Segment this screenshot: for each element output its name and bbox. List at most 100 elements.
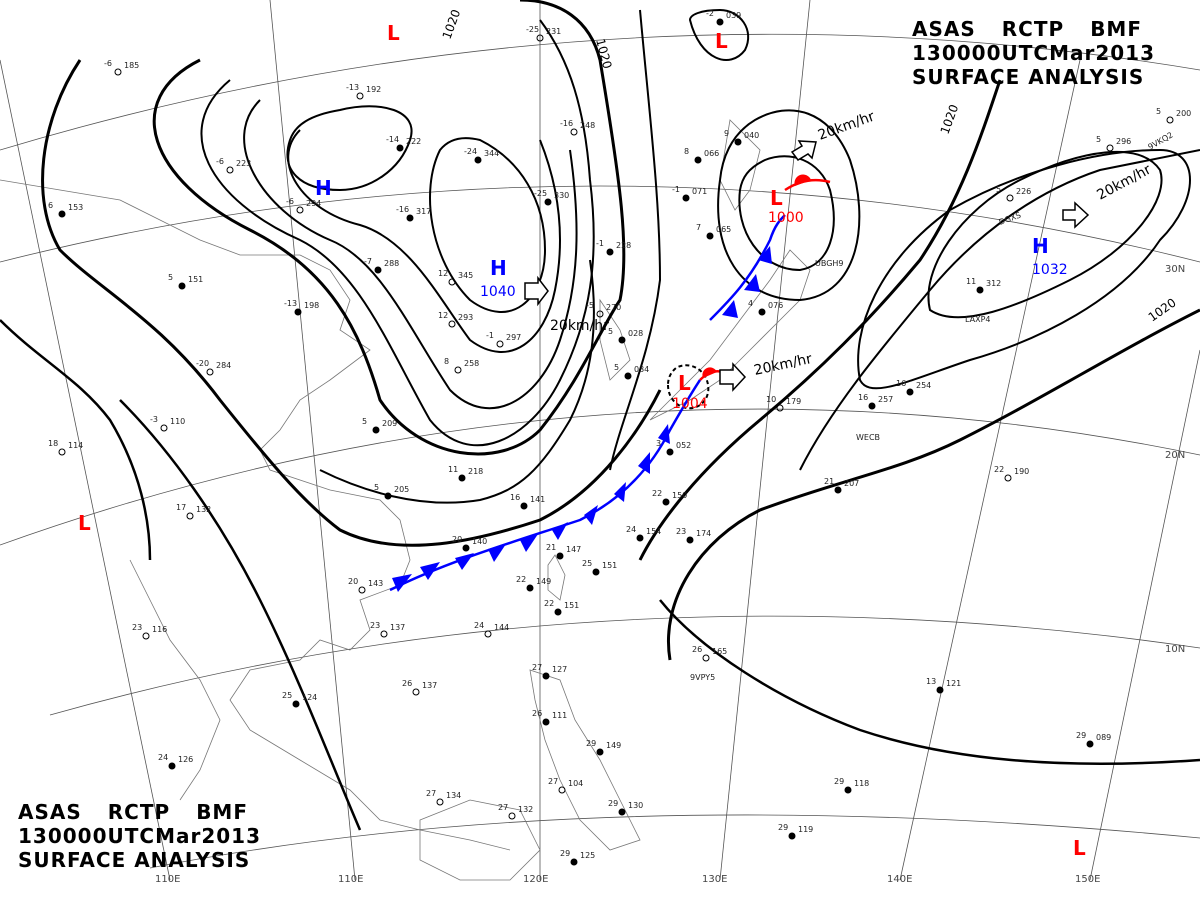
station-plot: 27 132 bbox=[498, 803, 533, 820]
svg-text:143: 143 bbox=[368, 579, 383, 588]
svg-text:110: 110 bbox=[170, 417, 185, 426]
isobar-south-west-edge bbox=[0, 319, 152, 561]
station-plot: 17 132 bbox=[176, 503, 211, 520]
station-plot: 22 151 bbox=[544, 599, 579, 616]
svg-text:076: 076 bbox=[768, 301, 783, 310]
svg-text:141: 141 bbox=[530, 495, 545, 504]
svg-text:222: 222 bbox=[406, 137, 421, 146]
svg-text:179: 179 bbox=[786, 397, 801, 406]
station-plot: 21 147 bbox=[546, 543, 581, 560]
ship-call-sign: UBGH9 bbox=[815, 259, 844, 268]
svg-text:24: 24 bbox=[158, 753, 168, 762]
coastline-taiwan bbox=[547, 554, 566, 601]
station-plot: 5 226 bbox=[996, 185, 1031, 202]
pressure-centers: L L H H 1040 L 1000 L 1004 H 1032 L L bbox=[78, 21, 1086, 860]
svg-text:5: 5 bbox=[362, 417, 367, 426]
svg-text:23: 23 bbox=[676, 527, 686, 536]
lon-label: 120E bbox=[523, 874, 548, 885]
station-plot: 22 190 bbox=[994, 465, 1029, 482]
station-plot: 29 125 bbox=[560, 849, 595, 866]
station-plot: 29 130 bbox=[608, 799, 643, 816]
svg-text:116: 116 bbox=[152, 625, 167, 634]
svg-text:29: 29 bbox=[1076, 731, 1086, 740]
svg-text:312: 312 bbox=[986, 279, 1001, 288]
svg-text:126: 126 bbox=[178, 755, 193, 764]
station-plot: -1 071 bbox=[672, 185, 707, 202]
svg-text:11: 11 bbox=[448, 465, 458, 474]
svg-text:028: 028 bbox=[628, 329, 643, 338]
lat-label: 20N bbox=[1165, 450, 1185, 461]
header-product-name: SURFACE ANALYSIS bbox=[912, 65, 1145, 89]
station-plot: 5 151 bbox=[168, 273, 203, 290]
latitude-line-10n bbox=[49, 615, 1200, 716]
station-plot: 27 104 bbox=[548, 777, 583, 794]
station-plot: 23 116 bbox=[132, 623, 167, 640]
svg-text:-13: -13 bbox=[284, 299, 297, 308]
station-plot: 16 141 bbox=[510, 493, 545, 510]
svg-text:034: 034 bbox=[634, 365, 649, 374]
high-center-marker: H bbox=[315, 176, 332, 200]
svg-text:140: 140 bbox=[472, 537, 487, 546]
svg-text:22: 22 bbox=[516, 575, 526, 584]
svg-text:132: 132 bbox=[196, 505, 211, 514]
low-center-marker: L bbox=[715, 29, 728, 53]
lon-label: 150E bbox=[1075, 874, 1100, 885]
station-plot: -13 192 bbox=[346, 83, 381, 100]
meridian-140e bbox=[899, 59, 1081, 881]
station-plot: 3 052 bbox=[656, 439, 691, 456]
svg-text:27: 27 bbox=[548, 777, 558, 786]
station-plot: -1 297 bbox=[486, 331, 521, 348]
header-agency-row: ASAS RCTP BMF bbox=[912, 17, 1142, 41]
station-plot: 4 076 bbox=[748, 299, 783, 316]
station-plot: 27 127 bbox=[532, 663, 567, 680]
header-agency-row: ASAS RCTP BMF bbox=[18, 800, 248, 824]
coastline-philippines bbox=[529, 669, 641, 851]
header-time-row: 130000UTC Mar 2013 bbox=[18, 824, 260, 848]
isobar-1028-west bbox=[243, 99, 578, 410]
cold-front bbox=[389, 214, 786, 592]
station-plot: -14 222 bbox=[386, 135, 421, 152]
station-plot: -16 317 bbox=[396, 205, 431, 222]
svg-text:127: 127 bbox=[552, 665, 567, 674]
station-plot: -7 288 bbox=[364, 257, 399, 274]
svg-text:29: 29 bbox=[608, 799, 618, 808]
svg-text:16: 16 bbox=[858, 393, 868, 402]
svg-text:174: 174 bbox=[696, 529, 711, 538]
svg-text:147: 147 bbox=[566, 545, 581, 554]
svg-text:25: 25 bbox=[582, 559, 592, 568]
station-plot: 26 111 bbox=[532, 709, 567, 726]
station-plot: -1 228 bbox=[596, 239, 631, 256]
svg-text:132: 132 bbox=[518, 805, 533, 814]
svg-text:228: 228 bbox=[616, 241, 631, 250]
header-bureau-code: BMF bbox=[196, 800, 248, 824]
header-product-code: ASAS bbox=[18, 800, 82, 824]
station-plot: 16 257 bbox=[858, 393, 893, 410]
station-plot: 29 149 bbox=[586, 739, 621, 756]
station-plot: 29 118 bbox=[834, 777, 869, 794]
svg-text:119: 119 bbox=[798, 825, 813, 834]
station-plot: 7 065 bbox=[696, 223, 731, 240]
chart-header-bottom: ASAS RCTP BMF 130000UTC Mar 2013 SURFACE… bbox=[18, 800, 260, 872]
svg-text:185: 185 bbox=[124, 61, 139, 70]
lon-label: 140E bbox=[887, 874, 912, 885]
warm-front-1004-bulge bbox=[702, 367, 717, 378]
svg-text:288: 288 bbox=[384, 259, 399, 268]
latitude-line-40n bbox=[0, 33, 1200, 151]
isobar-1020-east-outer bbox=[667, 308, 1200, 661]
svg-text:258: 258 bbox=[464, 359, 479, 368]
lon-label: 110E bbox=[338, 874, 363, 885]
svg-text:13: 13 bbox=[926, 677, 936, 686]
svg-text:-6: -6 bbox=[104, 59, 112, 68]
meridian-110e bbox=[269, 0, 356, 881]
svg-text:165: 165 bbox=[712, 647, 727, 656]
svg-text:25: 25 bbox=[282, 691, 292, 700]
isobar-low-north bbox=[688, 8, 750, 61]
latitude-line-20n bbox=[0, 408, 1200, 546]
coastlines bbox=[0, 119, 811, 881]
svg-text:-6: -6 bbox=[286, 197, 294, 206]
meridian-150e bbox=[1089, 349, 1200, 881]
svg-text:150: 150 bbox=[672, 491, 687, 500]
svg-text:10: 10 bbox=[766, 395, 776, 404]
station-plot: 5 200 bbox=[1156, 107, 1191, 124]
svg-text:111: 111 bbox=[552, 711, 567, 720]
